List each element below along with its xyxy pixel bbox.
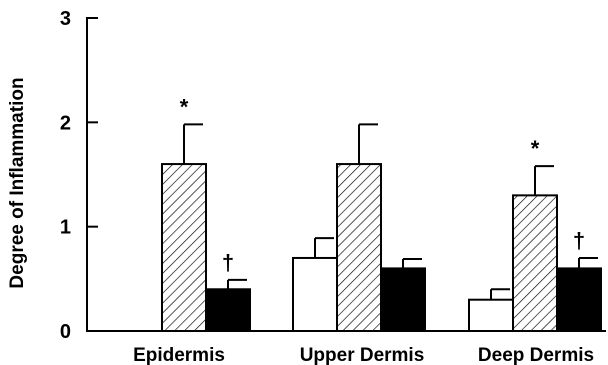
x-axis-categories: Epidermis Upper Dermis Deep Dermis bbox=[133, 345, 594, 365]
category-label: Deep Dermis bbox=[478, 345, 594, 365]
y-tick-label: 2 bbox=[60, 112, 71, 134]
y-tick-label: 0 bbox=[60, 321, 71, 343]
bar bbox=[468, 298, 514, 333]
bar bbox=[292, 256, 338, 333]
category-label: Upper Dermis bbox=[300, 345, 425, 365]
y-tick-label: 3 bbox=[60, 8, 71, 30]
bar bbox=[336, 163, 382, 332]
bar bbox=[512, 194, 558, 332]
bar bbox=[161, 163, 207, 332]
significance-marker: † bbox=[573, 228, 585, 253]
significance-marker: * bbox=[180, 94, 189, 119]
significance-marker: † bbox=[222, 250, 234, 275]
bar bbox=[205, 288, 251, 332]
y-axis-ticks: 0 1 2 3 bbox=[60, 8, 98, 343]
bar bbox=[556, 267, 602, 332]
significance-marker: * bbox=[531, 136, 540, 161]
y-axis-title: Degree of Inflammation bbox=[7, 77, 28, 288]
significance-markers: * † * † bbox=[180, 94, 585, 274]
category-label: Epidermis bbox=[133, 345, 225, 365]
y-tick-label: 1 bbox=[60, 217, 71, 239]
bar bbox=[380, 267, 426, 332]
error-bars bbox=[183, 123, 598, 300]
